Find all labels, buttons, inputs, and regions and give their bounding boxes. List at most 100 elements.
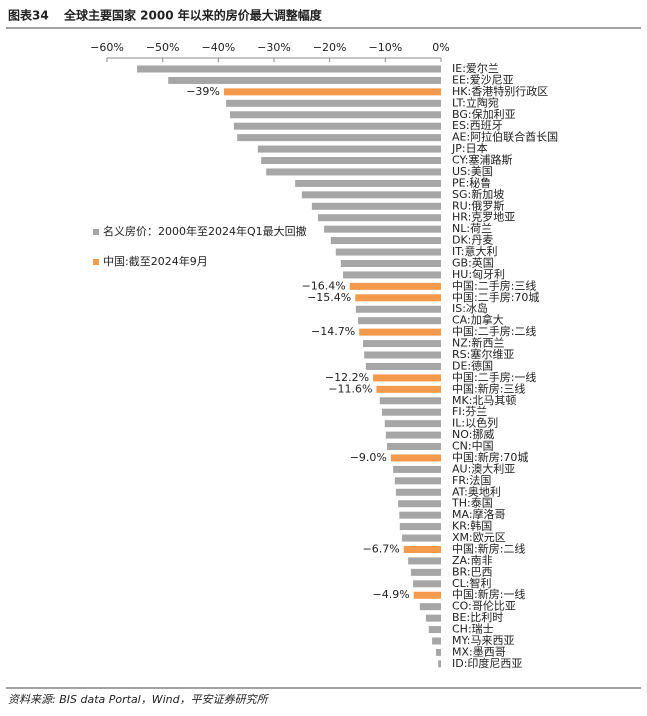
- bar: [395, 488, 441, 496]
- bar: [226, 99, 441, 107]
- bar: [340, 259, 441, 267]
- bar: [355, 294, 441, 302]
- value-label: −4.9%: [373, 588, 410, 601]
- category-label: RS:塞尔维亚: [452, 347, 514, 361]
- bar: [385, 431, 441, 439]
- category-label: LT:立陶宛: [452, 95, 499, 109]
- bar: [376, 385, 441, 393]
- bar: [237, 134, 441, 142]
- bar: [373, 374, 441, 382]
- category-label: CO:哥伦比亚: [452, 599, 516, 613]
- bar: [358, 317, 441, 325]
- category-label: IS:冰岛: [452, 301, 488, 315]
- bar: [384, 420, 441, 428]
- category-label: DK:丹麦: [452, 234, 493, 247]
- bar: [363, 340, 441, 348]
- category-label: 中国:二手房:70城: [452, 290, 539, 304]
- bar: [379, 397, 441, 405]
- category-label: JP:日本: [451, 141, 488, 155]
- bar: [438, 660, 441, 668]
- category-label: 中国:二手房:一线: [452, 370, 536, 384]
- bar: [364, 351, 441, 359]
- category-label: GB:英国: [452, 255, 494, 269]
- bar: [435, 648, 441, 656]
- category-label: 中国:二手房:三线: [452, 278, 536, 292]
- category-label: 中国:新房:一线: [452, 587, 525, 601]
- chart-title: 全球主要国家 2000 年以来的房价最大调整幅度: [63, 8, 323, 23]
- bar: [419, 603, 441, 611]
- category-label: IL:以色列: [452, 416, 498, 430]
- x-tick-label: −10%: [368, 41, 402, 54]
- bar: [413, 580, 441, 588]
- value-label: −16.4%: [302, 279, 346, 292]
- category-label: BG:保加利亚: [452, 107, 516, 121]
- bar: [399, 523, 441, 531]
- bar: [349, 282, 441, 290]
- category-label: DE:德国: [452, 358, 493, 372]
- bar: [223, 88, 441, 96]
- category-label: 中国:新房:二线: [452, 541, 525, 555]
- legend-label: 中国:截至2024年9月: [103, 254, 208, 268]
- figure-label: 图表34: [8, 8, 49, 23]
- category-label: HR:克罗地亚: [452, 211, 515, 224]
- category-label: HU:匈牙利: [452, 267, 505, 281]
- x-tick-label: −30%: [257, 41, 291, 54]
- category-label: NO:挪威: [452, 427, 494, 441]
- value-label: −6.7%: [363, 542, 400, 555]
- category-label: PE:秘鲁: [452, 175, 491, 189]
- bar: [425, 614, 441, 622]
- category-label: MY:马来西亚: [452, 634, 514, 647]
- bar: [343, 271, 441, 279]
- value-label: −14.7%: [311, 325, 355, 338]
- x-tick-label: 0%: [432, 41, 449, 54]
- value-label: −12.2%: [325, 371, 369, 384]
- category-label: ZA:南非: [452, 554, 493, 567]
- value-label: −9.0%: [350, 451, 387, 464]
- category-label: CH:瑞士: [452, 622, 494, 636]
- category-label: TH:泰国: [451, 496, 493, 510]
- category-label: ES:西班牙: [452, 119, 503, 132]
- category-label: CY:塞浦路斯: [452, 153, 512, 167]
- x-tick-label: −20%: [313, 41, 347, 54]
- category-label: 中国:新房:70城: [452, 450, 528, 464]
- bar: [137, 65, 441, 73]
- bar: [390, 454, 441, 462]
- category-label: IT:意大利: [452, 244, 497, 258]
- category-label: SG:新加坡: [452, 187, 504, 201]
- category-label: FI:芬兰: [452, 405, 487, 418]
- category-label: KR:韩国: [452, 519, 492, 533]
- category-label: ID:印度尼西亚: [452, 656, 522, 670]
- bar: [403, 545, 441, 553]
- bar: [317, 214, 441, 222]
- category-label: IE:爱尔兰: [452, 62, 499, 75]
- category-label: MK:北马其顿: [452, 393, 516, 407]
- category-label: 中国:新房:三线: [452, 381, 525, 395]
- value-label: −15.4%: [307, 291, 351, 304]
- bar: [428, 626, 441, 634]
- x-tick-label: −50%: [146, 41, 180, 54]
- bar: [335, 248, 441, 256]
- bar: [301, 191, 441, 199]
- category-label: AT:奥地利: [452, 484, 501, 498]
- x-tick-label: −60%: [90, 41, 124, 54]
- category-label: EE:爱沙尼亚: [452, 73, 514, 86]
- category-label: AU:澳大利亚: [452, 461, 515, 475]
- bar: [311, 202, 441, 210]
- category-label: NZ:新西兰: [452, 336, 504, 350]
- bar: [381, 408, 441, 416]
- category-label: MA:摩洛哥: [452, 507, 506, 521]
- bar: [359, 328, 441, 336]
- legend-label: 名义房价：2000年至2024年Q1最大回撤: [103, 224, 307, 238]
- category-label: BE:比利时: [452, 611, 503, 624]
- bar: [168, 76, 441, 84]
- bar: [233, 122, 441, 130]
- bar: [413, 591, 441, 599]
- bar: [432, 637, 441, 645]
- bar: [399, 511, 441, 519]
- legend-swatch: [93, 229, 99, 235]
- legend-swatch: [93, 259, 99, 265]
- category-label: NL:荷兰: [452, 222, 492, 235]
- category-label: MX:墨西哥: [452, 645, 506, 658]
- bar: [230, 111, 441, 119]
